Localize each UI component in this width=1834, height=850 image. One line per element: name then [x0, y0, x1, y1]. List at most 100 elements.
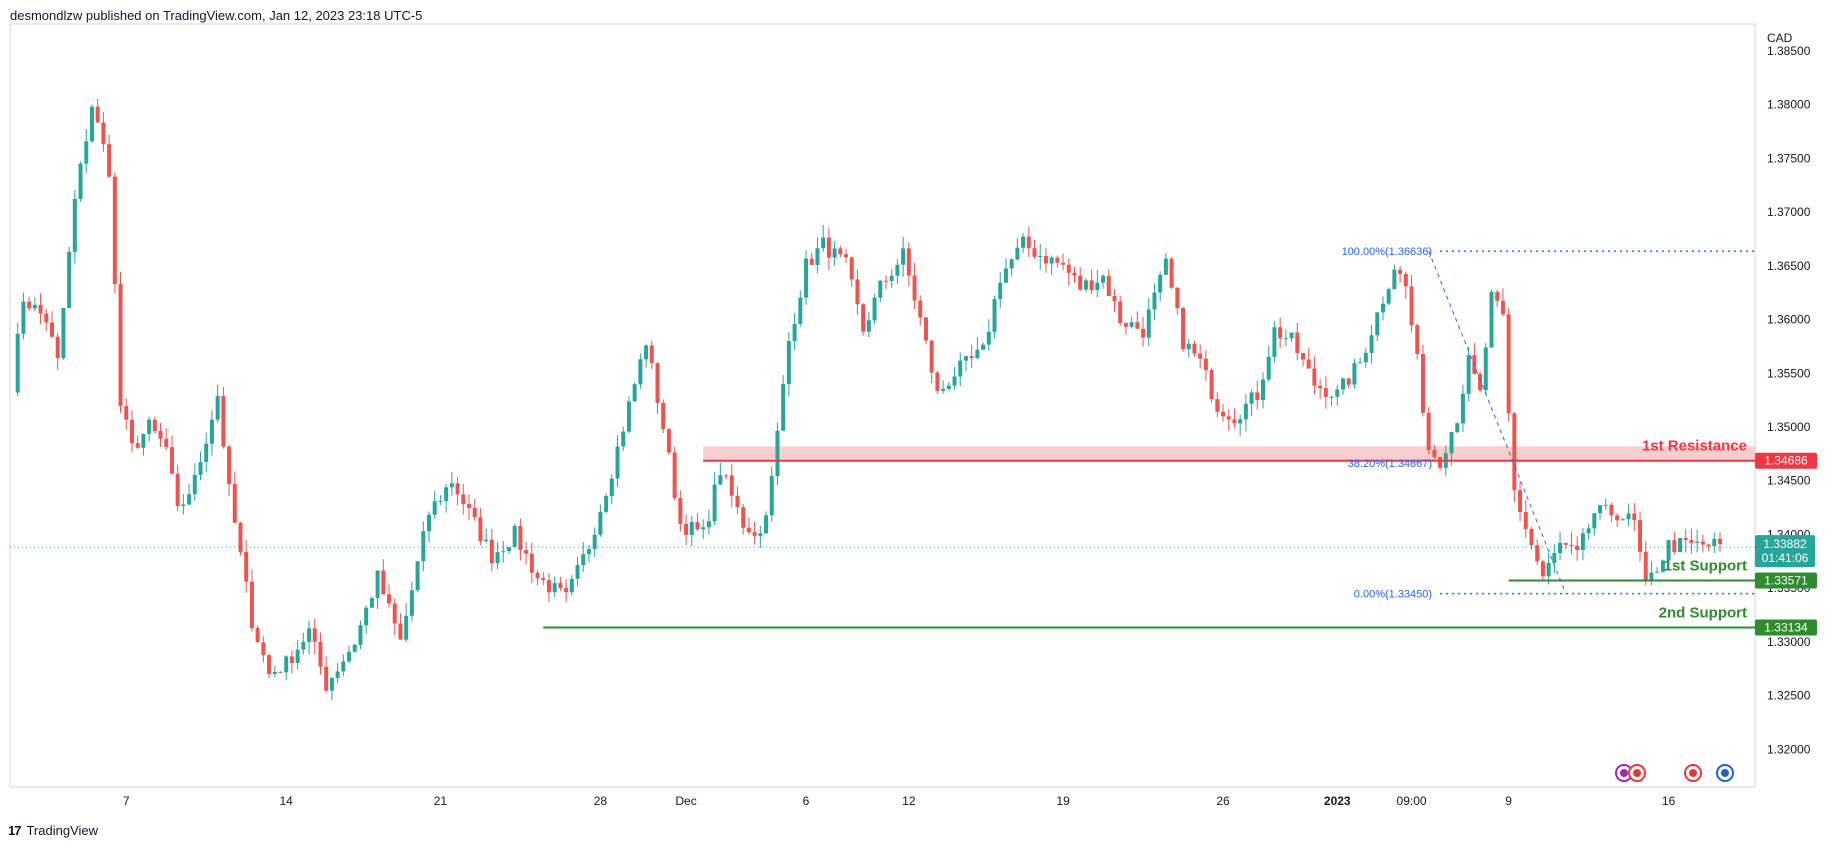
- candle: [501, 540, 506, 563]
- candle: [364, 605, 369, 634]
- candle: [352, 643, 357, 653]
- last-price-label: 1.33882: [1763, 537, 1807, 551]
- candle: [449, 472, 454, 497]
- candle: [1272, 321, 1277, 363]
- candle: [855, 269, 860, 316]
- candle: [1478, 370, 1483, 393]
- x-tick-label: 26: [1216, 794, 1230, 808]
- candle-body: [1546, 562, 1551, 577]
- candle: [455, 476, 460, 506]
- candle: [1489, 289, 1494, 348]
- tradingview-logo[interactable]: 17 TradingView: [8, 823, 98, 838]
- candle-body: [1438, 457, 1443, 468]
- candle-body: [678, 498, 683, 524]
- candle: [592, 527, 597, 558]
- candle: [918, 295, 923, 326]
- candle-body: [1495, 291, 1500, 301]
- candle: [141, 433, 146, 456]
- candle: [1146, 297, 1151, 347]
- candle: [1072, 267, 1077, 283]
- candle-body: [975, 349, 980, 359]
- candle: [1552, 544, 1557, 574]
- candle: [1380, 296, 1385, 321]
- candle-body: [712, 484, 717, 522]
- candle-body: [895, 264, 900, 276]
- candle: [1198, 344, 1203, 369]
- candle-body: [724, 475, 729, 477]
- candle-body: [67, 251, 72, 309]
- candle: [878, 279, 883, 303]
- candle: [1506, 307, 1511, 422]
- candle: [112, 172, 117, 294]
- candle: [815, 237, 820, 274]
- candle-body: [495, 552, 500, 564]
- candle: [512, 523, 517, 548]
- candle-body: [632, 384, 637, 402]
- candle-body: [1678, 538, 1683, 553]
- candle: [404, 603, 409, 643]
- candle-body: [1118, 301, 1123, 324]
- candle: [1329, 395, 1334, 407]
- candle-body: [1649, 572, 1654, 581]
- candle: [107, 134, 112, 179]
- fibonacci-tool[interactable]: 100.00%(1.36636) 38.20%(1.34667) 0.00%(1.3…: [1342, 246, 1755, 601]
- x-tick-label: 09:00: [1397, 794, 1427, 808]
- candle-body: [1592, 513, 1597, 529]
- candle-body: [1540, 561, 1545, 577]
- candle: [998, 272, 1003, 309]
- candle-body: [1478, 373, 1483, 391]
- candle-body: [1363, 352, 1368, 363]
- candle: [1432, 444, 1437, 460]
- candle: [478, 508, 483, 546]
- candle-body: [872, 297, 877, 321]
- candle-body: [129, 419, 134, 444]
- candle-body: [124, 406, 129, 420]
- candle-body: [1009, 259, 1014, 269]
- candle-body: [409, 590, 414, 616]
- candle-body: [706, 521, 711, 528]
- candle: [1563, 542, 1568, 550]
- candle-body: [1666, 540, 1671, 561]
- candle-body: [1380, 303, 1385, 313]
- candle: [752, 521, 757, 545]
- candle-body: [1135, 322, 1140, 329]
- candle-body: [506, 547, 511, 552]
- candle-body: [472, 507, 477, 518]
- candle-body: [1221, 411, 1226, 417]
- candle-body: [1386, 289, 1391, 304]
- candle: [1483, 342, 1488, 395]
- candle-body: [792, 323, 797, 342]
- candle-body: [1203, 358, 1208, 370]
- candle-body: [1340, 378, 1345, 390]
- time-axis[interactable]: 7 14 21 28 Dec 6 12 19 26 2023 09:00 9 16: [10, 786, 1755, 808]
- candle-body: [1632, 513, 1637, 521]
- candle-body: [855, 279, 860, 305]
- candles[interactable]: [15, 98, 1722, 701]
- candle-body: [1026, 236, 1031, 249]
- candle-body: [369, 598, 374, 608]
- candle: [267, 653, 272, 679]
- candle: [626, 396, 631, 434]
- candle-body: [815, 248, 820, 265]
- candle: [147, 416, 152, 442]
- candle: [209, 410, 214, 456]
- candle-body: [158, 430, 163, 439]
- event-icons[interactable]: [1615, 764, 1734, 782]
- candle: [1392, 264, 1397, 290]
- candle: [821, 224, 826, 253]
- candle-body: [44, 313, 49, 323]
- candle: [1495, 289, 1500, 308]
- candle: [1683, 529, 1688, 553]
- candle-body: [1243, 403, 1248, 420]
- candle-body: [581, 554, 586, 566]
- candle: [27, 296, 32, 311]
- candle: [192, 463, 197, 501]
- candle: [409, 581, 414, 622]
- candle: [1540, 559, 1545, 582]
- candle-body: [387, 594, 392, 604]
- candle: [238, 521, 243, 556]
- x-tick-label: 7: [123, 794, 130, 808]
- x-tick-label: 12: [902, 794, 916, 808]
